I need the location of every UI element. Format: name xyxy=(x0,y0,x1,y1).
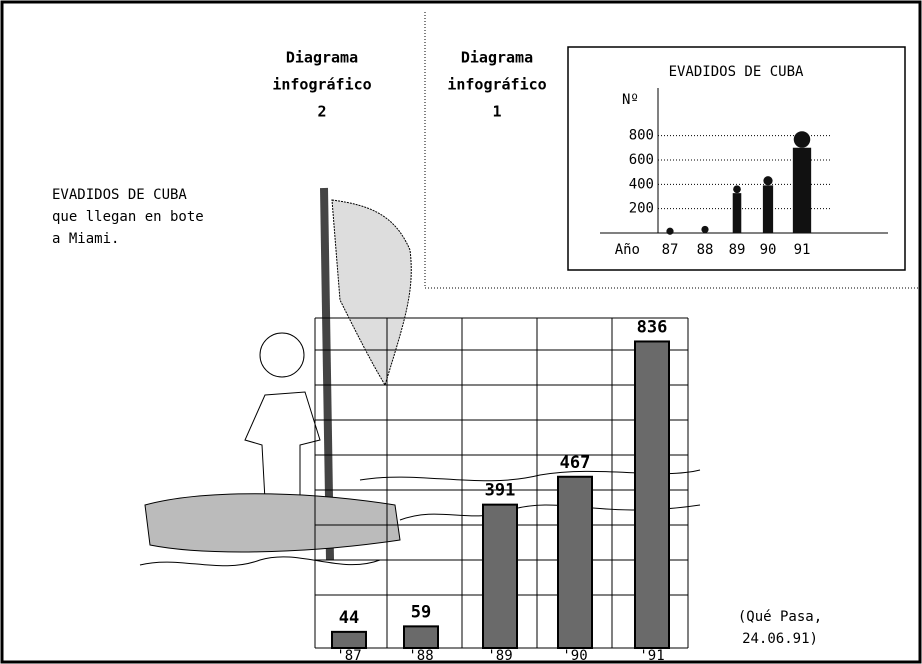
y-tick-label: 600 xyxy=(629,152,654,168)
x-tick-label: '91 xyxy=(639,648,664,664)
source-note: (Qué Pasa, xyxy=(738,609,822,625)
value-label: 59 xyxy=(411,602,431,622)
figure-head xyxy=(666,228,673,235)
figure-body xyxy=(793,148,811,233)
figure-body xyxy=(763,185,773,233)
caption: que llegan en bote xyxy=(52,209,204,225)
figure-head xyxy=(763,176,772,185)
chart-title: 1 xyxy=(492,103,501,121)
bar xyxy=(404,626,438,648)
value-label: 836 xyxy=(637,317,668,337)
x-tick-label: 91 xyxy=(794,242,811,258)
infographic: Diagrama infográfico 2 EVADIDOS DE CUBA que … xyxy=(0,0,922,664)
bar xyxy=(558,477,592,648)
figure-head xyxy=(733,185,741,193)
pictogram-figure xyxy=(701,226,708,233)
value-label: 391 xyxy=(485,481,516,501)
value-label: 467 xyxy=(560,453,591,473)
x-tick-label: '88 xyxy=(408,648,433,664)
value-label: 44 xyxy=(339,608,359,628)
chart-title: infográfico xyxy=(447,76,546,94)
bar xyxy=(332,632,366,648)
chart-title: 2 xyxy=(317,103,326,121)
source-note: 24.06.91) xyxy=(742,631,818,647)
y-tick-label: 200 xyxy=(629,201,654,217)
x-tick-label: 87 xyxy=(662,242,679,258)
x-tick-label: 90 xyxy=(760,242,777,258)
chart-title: Diagrama xyxy=(286,49,358,67)
inset-box xyxy=(568,47,905,270)
figure-head xyxy=(701,226,708,233)
x-tick-label: 88 xyxy=(697,242,714,258)
x-tick-label: '90 xyxy=(562,648,587,664)
figure-body xyxy=(733,193,742,233)
y-axis-label: Nº xyxy=(622,92,639,108)
x-tick-label: '87 xyxy=(336,648,361,664)
bar xyxy=(635,341,669,648)
chart-title: Diagrama xyxy=(461,49,533,67)
bar xyxy=(483,505,517,648)
pictogram-figure xyxy=(666,228,673,235)
chart-title: EVADIDOS DE CUBA xyxy=(669,64,804,80)
y-tick-label: 400 xyxy=(629,176,654,192)
y-tick-label: 800 xyxy=(629,128,654,144)
caption: EVADIDOS DE CUBA xyxy=(52,187,187,203)
x-axis-label: Año xyxy=(615,242,640,258)
x-tick-label: '89 xyxy=(487,648,512,664)
x-tick-label: 89 xyxy=(729,242,746,258)
chart-title: infográfico xyxy=(272,76,371,94)
caption: a Miami. xyxy=(52,231,119,247)
figure-head xyxy=(794,131,810,147)
